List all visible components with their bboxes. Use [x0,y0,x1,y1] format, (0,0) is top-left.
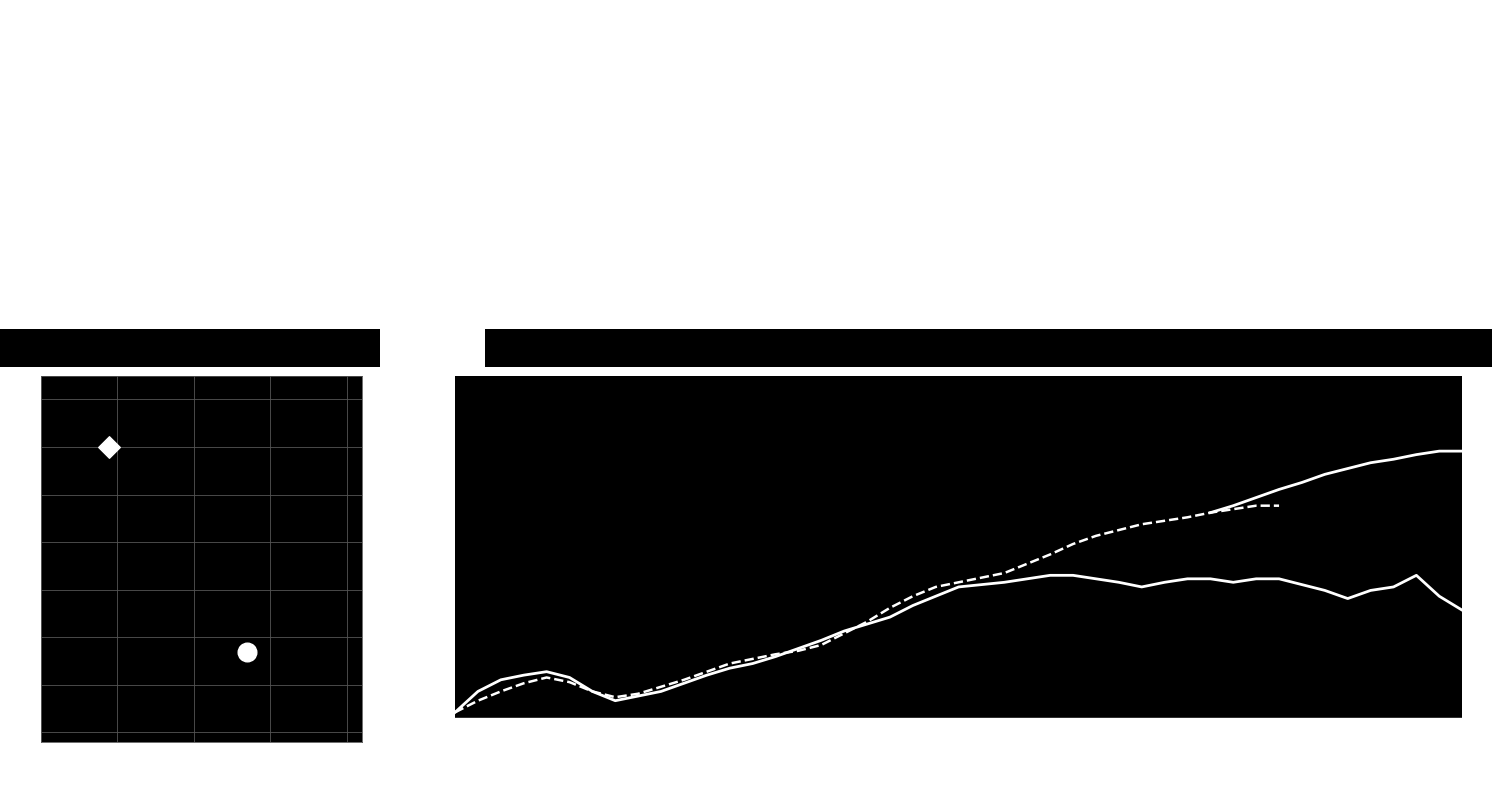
Text: ● HFRX Global HF Index: ● HFRX Global HF Index [33,778,185,791]
Point [236,646,260,658]
Point [97,441,121,454]
Y-axis label: Avkastning: Avkastning [1,520,15,597]
X-axis label: Risk (beta mot MSCI World): Risk (beta mot MSCI World) [106,763,297,777]
Legend: OPM Absolute Managers*, OPM Absolute Managers, HFRX Global HF Index: OPM Absolute Managers*, OPM Absolute Man… [582,772,1235,793]
Text: ◆ OPM Absolute Managers: ◆ OPM Absolute Managers [33,758,198,771]
